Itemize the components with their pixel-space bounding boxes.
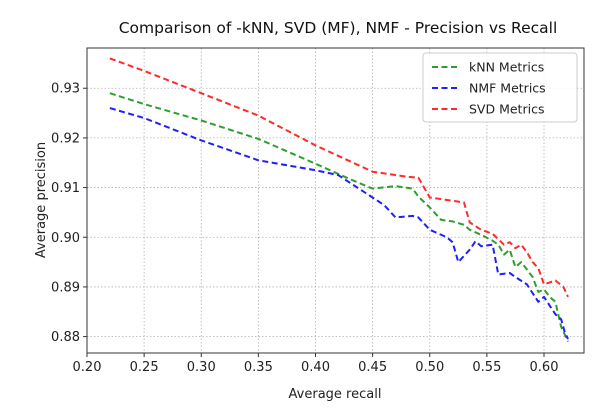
chart-title: Comparison of -kNN, SVD (MF), NMF - Prec…	[119, 19, 558, 37]
x-tick-label: 0.45	[358, 360, 387, 375]
legend-label-knn-metrics: kNN Metrics	[469, 60, 544, 75]
x-tick-label: 0.25	[130, 360, 159, 375]
legend: kNN Metrics NMF Metrics SVD Metrics	[422, 52, 578, 123]
y-tick-label: 0.89	[51, 280, 80, 295]
legend-box	[422, 52, 578, 123]
x-tick-label: 0.40	[301, 360, 330, 375]
legend-label-nmf-metrics: NMF Metrics	[469, 81, 546, 96]
x-tick-label: 0.50	[415, 360, 444, 375]
y-tick-label: 0.90	[51, 231, 80, 246]
x-tick-label: 0.55	[472, 360, 501, 375]
x-tick-label: 0.60	[530, 360, 559, 375]
series-line-nmf-metrics	[109, 107, 569, 340]
series-line-knn-metrics	[109, 92, 569, 343]
y-axis-label: Average precision	[34, 142, 49, 258]
x-tick-label: 0.20	[73, 360, 102, 375]
y-tick-label: 0.92	[51, 131, 80, 146]
x-tick-label: 0.30	[187, 360, 216, 375]
x-tick-label: 0.35	[244, 360, 273, 375]
y-tick-label: 0.88	[51, 330, 80, 345]
plot-frame	[86, 47, 585, 354]
x-axis-label: Average recall	[289, 387, 382, 402]
series-points-nmf-metrics	[110, 108, 568, 339]
y-tick-label: 0.91	[51, 181, 80, 196]
series-layer	[109, 57, 569, 343]
legend-label-svd-metrics: SVD Metrics	[469, 102, 544, 117]
y-tick-label: 0.93	[51, 82, 80, 97]
ticks: 0.20 0.25 0.30 0.35 0.40 0.45 0.50 0.55 0.60 0.88…	[51, 82, 558, 375]
series-line-svd-metrics	[109, 57, 569, 298]
